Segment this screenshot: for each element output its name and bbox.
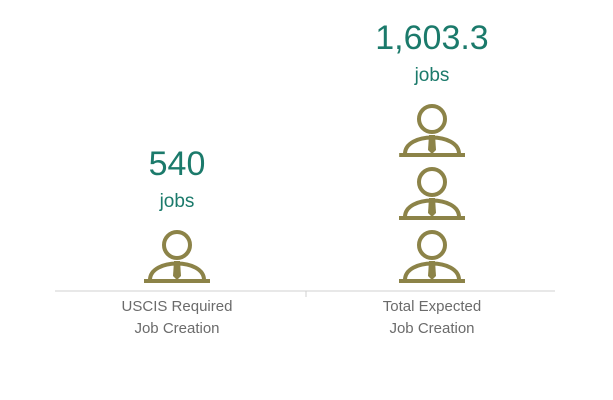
icon-head xyxy=(417,230,447,260)
icon-tie xyxy=(428,135,436,154)
icon-head xyxy=(162,230,192,260)
value-label: 540 xyxy=(149,145,206,183)
category-label: Total Expected Job Creation xyxy=(382,298,482,337)
category-label: USCIS Required Job Creation xyxy=(121,298,233,337)
value-label: 1,603.3 xyxy=(375,19,488,57)
person-icon xyxy=(399,230,465,283)
icon-tie xyxy=(173,261,181,280)
person-icon xyxy=(399,104,465,157)
unit-label: jobs xyxy=(414,65,450,86)
icon-head xyxy=(417,167,447,197)
icon-tie xyxy=(428,261,436,280)
pictograph-stack xyxy=(144,230,210,283)
unit-label: jobs xyxy=(159,191,195,212)
icon-head xyxy=(417,104,447,134)
person-icon xyxy=(399,167,465,220)
icon-tie xyxy=(428,198,436,217)
pictograph-stack xyxy=(399,104,465,283)
person-icon xyxy=(144,230,210,283)
